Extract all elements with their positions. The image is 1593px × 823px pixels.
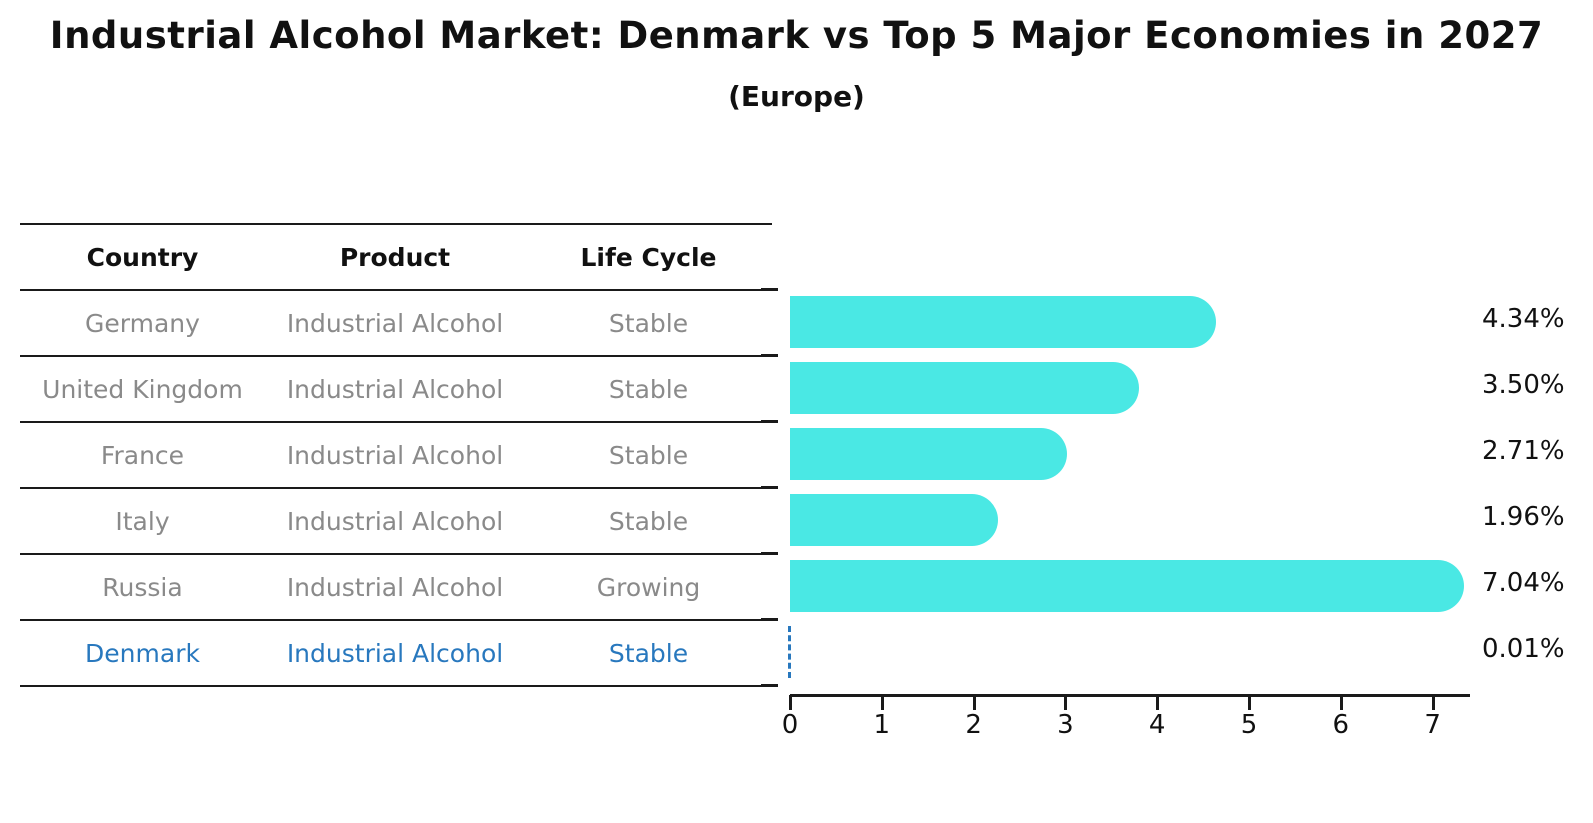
x-tick-6 [1339, 695, 1343, 710]
x-tick-label-2: 2 [965, 710, 982, 740]
product-cell: Industrial Alcohol [286, 638, 504, 668]
y-tick-2 [761, 420, 778, 423]
country-table: Country Product Life Cycle Germany Indust… [20, 223, 772, 687]
x-tick-3 [1064, 695, 1068, 710]
x-tick-label-3: 3 [1057, 710, 1074, 740]
table-row-france: France Industrial Alcohol Stable [20, 421, 772, 487]
bar-italy [790, 494, 998, 546]
chart-title: Industrial Alcohol Market: Denmark vs To… [49, 14, 1544, 57]
x-tick-label-6: 6 [1332, 710, 1350, 740]
life-cycle-cell: Stable [608, 638, 689, 668]
y-tick-6 [761, 684, 778, 687]
bar-russia [790, 560, 1465, 612]
product-cell: Industrial Alcohol [286, 308, 504, 338]
table-row-russia: Russia Industrial Alcohol Growing [20, 553, 772, 619]
bar-denmark-dashed-marker [788, 626, 791, 678]
life-cycle-cell: Stable [608, 374, 689, 404]
x-tick-5 [1248, 695, 1251, 710]
product-cell: Industrial Alcohol [286, 440, 504, 470]
life-cycle-cell: Stable [608, 506, 689, 536]
value-label-italy: 1.96% [1482, 502, 1565, 532]
country-cell: Russia [102, 572, 183, 602]
product-cell: Industrial Alcohol [286, 572, 504, 602]
x-tick-label-7: 7 [1424, 710, 1441, 740]
x-axis-line [790, 694, 1470, 697]
table-body: Germany Industrial Alcohol Stable United Ki… [20, 289, 772, 685]
x-tick-label-0: 0 [781, 710, 799, 740]
value-label-denmark: 0.01% [1482, 634, 1565, 664]
country-cell: Germany [85, 308, 200, 338]
x-tick-4 [1156, 695, 1160, 710]
value-label-germany: 4.34% [1482, 304, 1565, 334]
column-header-product: Product [339, 242, 451, 272]
column-header-lifecycle: Life Cycle [580, 242, 717, 272]
value-label-france: 2.71% [1482, 436, 1565, 466]
y-tick-1 [761, 354, 778, 357]
y-tick-0 [761, 288, 778, 291]
x-tick-label-4: 4 [1148, 710, 1166, 740]
country-cell: United Kingdom [42, 374, 243, 404]
value-label-united-kingdom: 3.50% [1482, 370, 1565, 400]
table-row-denmark: Denmark Industrial Alcohol Stable [20, 619, 772, 685]
table-header-row: Country Product Life Cycle [20, 223, 772, 289]
table-row-italy: Italy Industrial Alcohol Stable [20, 487, 772, 553]
life-cycle-cell: Growing [596, 572, 701, 602]
chart-subtitle: (Europe) [728, 80, 865, 113]
bar-united-kingdom [790, 362, 1140, 414]
country-cell: Italy [115, 506, 170, 536]
column-header-country: Country [86, 242, 199, 272]
product-cell: Industrial Alcohol [286, 374, 504, 404]
table-row-united-kingdom: United Kingdom Industrial Alcohol Stable [20, 355, 772, 421]
value-label-russia: 7.04% [1482, 568, 1565, 598]
bar-france [790, 428, 1067, 480]
x-tick-7 [1431, 695, 1435, 710]
x-tick-1 [880, 695, 884, 710]
country-cell: France [100, 440, 185, 470]
y-tick-5 [761, 618, 778, 621]
country-cell: Denmark [85, 638, 200, 668]
y-tick-4 [761, 552, 778, 555]
x-tick-label-5: 5 [1240, 710, 1258, 740]
y-tick-3 [761, 486, 778, 489]
product-cell: Industrial Alcohol [286, 506, 504, 536]
life-cycle-cell: Stable [608, 440, 689, 470]
bar-germany [790, 296, 1217, 348]
table-row-germany: Germany Industrial Alcohol Stable [20, 289, 772, 355]
life-cycle-cell: Stable [608, 308, 689, 338]
x-tick-0 [789, 695, 792, 710]
x-tick-2 [972, 695, 976, 710]
x-tick-label-1: 1 [873, 710, 891, 740]
